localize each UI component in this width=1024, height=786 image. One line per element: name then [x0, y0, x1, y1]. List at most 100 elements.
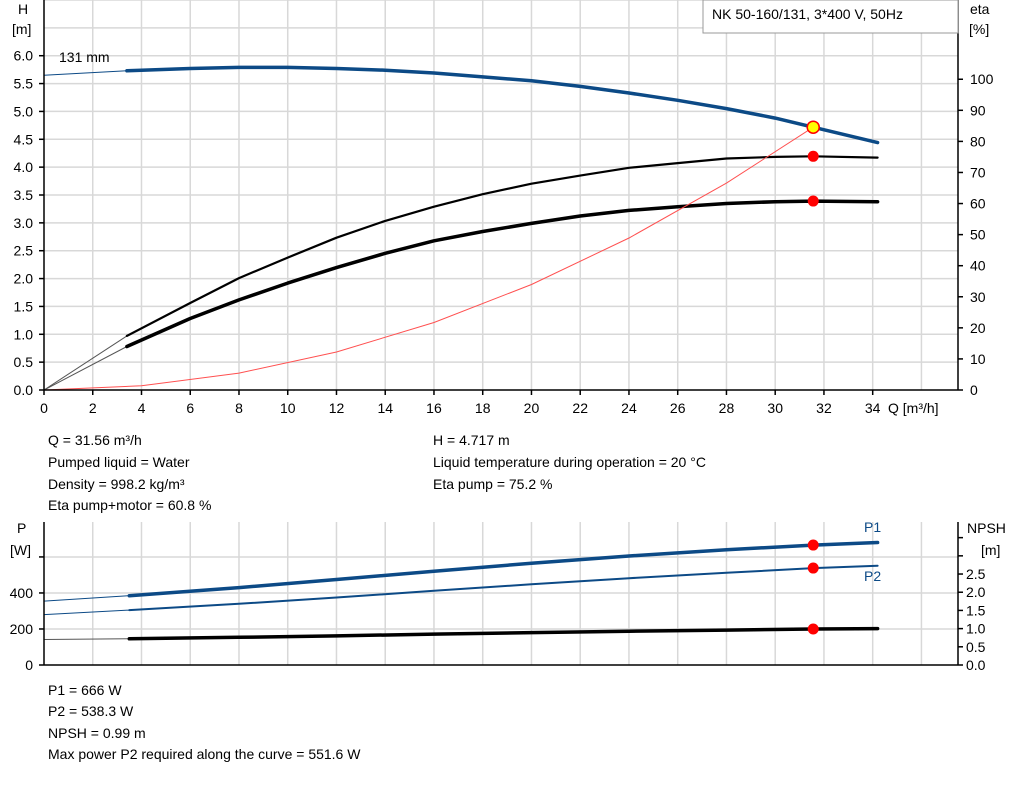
curve-system-curve — [43, 126, 814, 391]
y-tick-label-left: 3.5 — [14, 187, 34, 203]
x-tick-label: 0 — [40, 400, 48, 416]
upper-curves — [43, 65, 880, 391]
y-tick-label-left: 1.5 — [14, 298, 34, 314]
curve-eta-pump-extension — [43, 335, 128, 391]
info-q: Q = 31.56 m³/h — [48, 432, 142, 448]
duty-point-eta-pump-motor — [807, 195, 819, 207]
info-h: H = 4.717 m — [433, 432, 510, 448]
y-tick-label-right: 1.0 — [966, 621, 986, 637]
y-tick-label-right: 80 — [970, 133, 986, 149]
x-tick-label: 22 — [572, 400, 588, 416]
x-tick-label: 26 — [670, 400, 686, 416]
curve-head-extension — [43, 70, 127, 76]
duty-point-eta-pump — [807, 150, 819, 162]
y-tick-label-left: 6.0 — [14, 48, 34, 64]
info-max-p2: Max power P2 required along the curve = … — [48, 746, 361, 762]
lower-grid — [44, 522, 958, 665]
info-pumped-liquid: Pumped liquid = Water — [48, 454, 190, 470]
x-tick-label: 8 — [235, 400, 243, 416]
curve-label-131mm: 131 mm — [59, 49, 110, 65]
curve-head — [125, 65, 880, 145]
y-axis-label-eta: eta — [970, 1, 990, 17]
info-npsh: NPSH = 0.99 m — [48, 725, 146, 741]
x-tick-label: 16 — [426, 400, 442, 416]
y-tick-label-right: 0 — [970, 382, 978, 398]
x-tick-label: 6 — [186, 400, 194, 416]
curve-P2 — [128, 564, 879, 612]
y-tick-label-left: 2.0 — [14, 271, 34, 287]
x-tick-label: 30 — [767, 400, 783, 416]
y-tick-label-left: 4.5 — [14, 131, 34, 147]
duty-point-P2 — [807, 562, 819, 574]
curve-eta-pump-motor-extension — [43, 346, 128, 391]
x-tick-label: 20 — [524, 400, 540, 416]
y-tick-label-left: 5.0 — [14, 103, 34, 119]
tick-labels: 0 2 4 6 8 10 12 14 16 18 20 22 24 26 28 30 32 340.00.51.0… — [10, 48, 994, 673]
curve-NPSH-extension — [43, 638, 130, 640]
y-axis-label-p: P — [17, 520, 26, 536]
y-tick-label-right: 20 — [970, 320, 986, 336]
y-axis-unit-p: [W] — [10, 542, 31, 558]
curve-eta-pump-motor — [125, 199, 880, 349]
y-axis-label-npsh: NPSH — [967, 520, 1006, 536]
y-tick-label-right: 30 — [970, 289, 986, 305]
y-tick-label-left: 3.0 — [14, 215, 34, 231]
info-p2: P2 = 538.3 W — [48, 703, 134, 719]
y-axis-unit-eta: [%] — [969, 21, 989, 37]
info-density: Density = 998.2 kg/m³ — [48, 476, 185, 492]
info-p1: P1 = 666 W — [48, 682, 122, 698]
x-tick-label: 14 — [377, 400, 393, 416]
info-eta-pump-motor: Eta pump+motor = 60.8 % — [48, 497, 211, 513]
y-tick-label-right: 70 — [970, 164, 986, 180]
curve-P1-extension — [43, 595, 130, 602]
duty-point-P1 — [807, 539, 819, 551]
y-tick-label-right: 2.0 — [966, 584, 986, 600]
y-tick-label-right: 0.5 — [966, 639, 986, 655]
y-tick-label-right: 40 — [970, 258, 986, 274]
y-tick-label-left: 4.0 — [14, 159, 34, 175]
y-tick-label-right: 1.5 — [966, 602, 986, 618]
curve-P2-extension — [43, 609, 130, 616]
y-tick-label-right: 0.0 — [966, 657, 986, 673]
legend-box — [702, 0, 959, 34]
y-tick-label-left: 400 — [10, 585, 34, 601]
x-tick-label: 10 — [280, 400, 296, 416]
upper-grid — [44, 0, 958, 390]
y-tick-label-left: 0.5 — [14, 354, 34, 370]
y-tick-label-left: 0.0 — [14, 382, 34, 398]
y-tick-label-left: 0 — [25, 657, 33, 673]
curve-eta-pump — [125, 155, 879, 337]
series-label-p1: P1 — [864, 519, 881, 535]
x-tick-label: 4 — [138, 400, 146, 416]
x-tick-label: 28 — [719, 400, 735, 416]
curve-NPSH — [127, 626, 880, 641]
y-tick-label-right: 10 — [970, 351, 986, 367]
curve-P1 — [127, 540, 880, 598]
legend-text: NK 50-160/131, 3*400 V, 50Hz — [712, 6, 903, 22]
x-tick-label: 34 — [865, 400, 881, 416]
lower-curves — [43, 539, 880, 641]
y-tick-label-left: 200 — [10, 621, 34, 637]
y-axis-unit-npsh: [m] — [981, 542, 1000, 558]
info-eta-pump: Eta pump = 75.2 % — [433, 476, 552, 492]
y-axis-label-h: H — [18, 1, 28, 17]
x-tick-label: 18 — [475, 400, 491, 416]
x-tick-label: 32 — [816, 400, 832, 416]
y-tick-label-right: 90 — [970, 102, 986, 118]
duty-point-head — [806, 120, 820, 134]
y-tick-label-left: 1.0 — [14, 326, 34, 342]
x-axis-label: Q [m³/h] — [888, 400, 939, 416]
y-tick-label-right: 2.5 — [966, 566, 986, 582]
y-axis-unit-h: [m] — [12, 21, 31, 37]
x-tick-label: 2 — [89, 400, 97, 416]
y-tick-label-left: 2.5 — [14, 243, 34, 259]
x-tick-label: 12 — [329, 400, 345, 416]
x-tick-label: 24 — [621, 400, 637, 416]
duty-point-NPSH — [807, 623, 819, 635]
info-liquid-temp: Liquid temperature during operation = 20… — [433, 454, 706, 470]
y-tick-label-right: 60 — [970, 196, 986, 212]
y-tick-label-right: 50 — [970, 227, 986, 243]
series-label-p2: P2 — [864, 568, 881, 584]
y-tick-label-right: 100 — [970, 71, 994, 87]
